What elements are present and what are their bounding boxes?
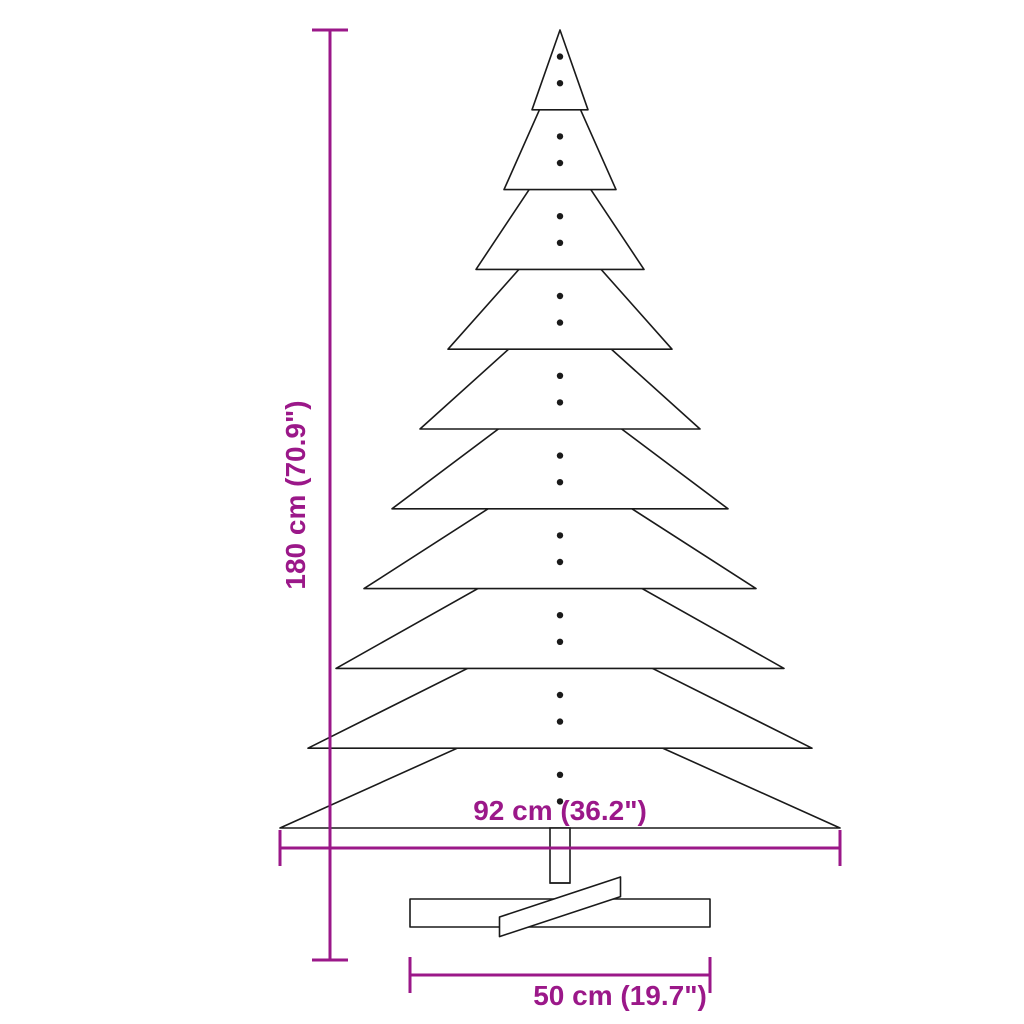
dim-tree-width-label: 92 cm (36.2") <box>473 795 647 826</box>
tree-outline <box>280 30 840 828</box>
tree-stand <box>410 828 710 937</box>
dim-stand-width-label: 50 cm (19.7") <box>533 980 707 1011</box>
dimension-diagram: 180 cm (70.9") 92 cm (36.2") 50 cm (19.7") <box>0 0 1024 1024</box>
dim-height-label: 180 cm (70.9") <box>280 400 311 589</box>
tree-layer <box>532 30 588 110</box>
